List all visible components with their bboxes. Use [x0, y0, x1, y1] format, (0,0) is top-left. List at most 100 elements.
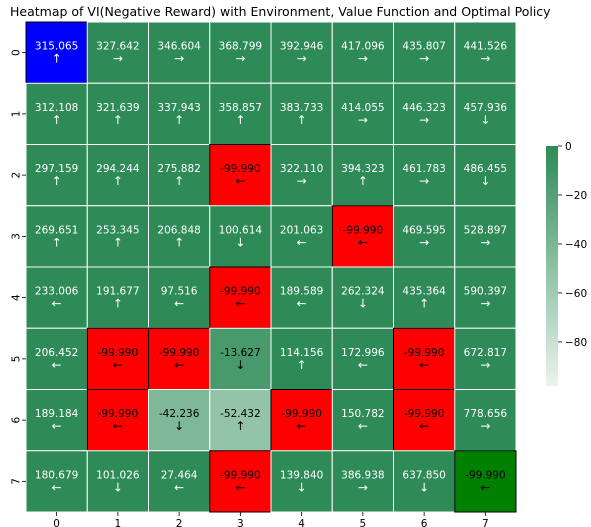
heatmap-cell-7-6 [393, 450, 456, 513]
policy-arrow: ↓ [358, 297, 368, 311]
cell-value-label: -42.236 [159, 408, 200, 420]
y-tick-label: 4 [11, 294, 23, 301]
policy-arrow: ↑ [174, 235, 184, 249]
cell-value-label: 461.783 [402, 163, 445, 175]
heatmap-cell-2-6 [393, 144, 456, 207]
heatmap-grid: 315.065↑327.642→346.604→368.799→392.946→… [25, 21, 517, 513]
colorbar-tick-label: −40 [565, 239, 587, 251]
cell-value-label: 114.156 [280, 347, 324, 359]
chart-title: Heatmap of VI(Negative Reward) with Envi… [10, 4, 551, 19]
cell-value-label: 201.063 [280, 224, 323, 236]
cell-value-label: 346.604 [157, 41, 201, 53]
y-tick-label: 7 [11, 478, 23, 485]
cell-value-label: 337.943 [157, 102, 200, 114]
cell-value-label: -99.990 [98, 408, 139, 420]
heatmap-cell-1-5 [331, 82, 394, 145]
y-tick-label: 6 [11, 416, 23, 423]
policy-arrow: ↓ [480, 113, 490, 127]
policy-arrow: ↑ [52, 52, 62, 66]
policy-arrow: → [358, 113, 368, 127]
cell-value-label: -99.990 [220, 286, 261, 298]
cell-value-label: 321.639 [96, 102, 139, 114]
policy-arrow: → [358, 480, 368, 494]
x-tick-label: 5 [360, 518, 367, 527]
heatmap-cell-1-4 [270, 82, 333, 145]
policy-arrow: ↑ [297, 358, 307, 372]
heatmap-cell-5-0 [25, 327, 88, 390]
x-tick-label: 2 [176, 518, 183, 527]
policy-arrow: ↓ [113, 480, 123, 494]
cell-value-label: 297.159 [35, 163, 78, 175]
heatmap-cell-1-1 [86, 82, 149, 145]
policy-arrow: ↑ [419, 297, 429, 311]
cell-value-label: -99.990 [220, 469, 261, 481]
policy-arrow: ↑ [113, 113, 123, 127]
y-tick-label: 0 [11, 49, 23, 56]
policy-arrow: ↑ [235, 419, 245, 433]
policy-arrow: ↑ [52, 174, 62, 188]
policy-arrow: → [419, 174, 429, 188]
policy-arrow: → [297, 52, 307, 66]
policy-arrow: ← [358, 235, 368, 249]
cell-value-label: 778.656 [464, 408, 508, 420]
cell-value-label: 180.679 [35, 469, 78, 481]
policy-arrow: ↑ [113, 235, 123, 249]
policy-arrow: ← [358, 358, 368, 372]
cell-value-label: 101.026 [96, 469, 140, 481]
heatmap-cell-4-7 [454, 266, 517, 329]
x-tick-label: 6 [421, 518, 428, 527]
cell-value-label: 315.065 [35, 41, 78, 53]
y-tick-label: 5 [11, 356, 23, 363]
colorbar-tick-label: −60 [565, 288, 587, 300]
policy-arrow: ← [297, 419, 307, 433]
heatmap-cell-5-1 [86, 327, 149, 390]
heatmap-cell-2-0 [25, 144, 88, 207]
heatmap-cell-6-0 [25, 389, 88, 452]
cell-value-label: 253.345 [96, 224, 139, 236]
heatmap-cell-4-2 [148, 266, 211, 329]
cell-value-label: 191.677 [96, 286, 139, 298]
cell-value-label: 189.589 [280, 286, 323, 298]
cell-value-label: 383.733 [280, 102, 323, 114]
cell-value-label: 327.642 [96, 41, 139, 53]
cell-value-label: 469.595 [402, 224, 445, 236]
heatmap-cell-7-2 [148, 450, 211, 513]
colorbar-tick-label: −80 [565, 337, 587, 349]
policy-arrow: ↑ [174, 113, 184, 127]
cell-value-label: 294.244 [96, 163, 140, 175]
heatmap-cell-3-2 [148, 205, 211, 268]
cell-value-label: -13.627 [220, 347, 261, 359]
policy-arrow: ↓ [480, 174, 490, 188]
policy-arrow: ↑ [52, 113, 62, 127]
colorbar-tick-label: −20 [565, 190, 587, 202]
heatmap-cell-4-6 [393, 266, 456, 329]
cell-value-label: 486.455 [464, 163, 507, 175]
heatmap-cell-0-4 [270, 21, 333, 84]
cell-value-label: 269.651 [35, 224, 78, 236]
cell-value-label: 441.526 [464, 41, 508, 53]
colorbar-gradient [546, 146, 558, 386]
heatmap-cell-5-7 [454, 327, 517, 390]
policy-arrow: ← [52, 358, 62, 372]
cell-value-label: 637.850 [402, 469, 445, 481]
cell-value-label: -52.432 [220, 408, 261, 420]
policy-arrow: ↓ [419, 480, 429, 494]
policy-arrow: ← [419, 419, 429, 433]
heatmap-cell-2-3 [209, 144, 272, 207]
cell-value-label: 435.364 [402, 286, 446, 298]
heatmap-cell-4-5 [331, 266, 394, 329]
cell-value-label: 206.848 [157, 224, 200, 236]
colorbar-tick-label: 0 [565, 141, 572, 153]
policy-arrow: ↑ [235, 113, 245, 127]
heatmap-cell-0-0 [25, 21, 88, 84]
cell-value-label: 100.614 [219, 224, 263, 236]
heatmap-cell-2-1 [86, 144, 149, 207]
policy-arrow: → [235, 52, 245, 66]
cell-value-label: 358.857 [219, 102, 262, 114]
cell-value-label: -99.990 [343, 224, 384, 236]
y-tick-label: 2 [11, 172, 23, 179]
policy-arrow: ↓ [297, 480, 307, 494]
policy-arrow: ↑ [52, 235, 62, 249]
cell-value-label: -99.990 [281, 408, 322, 420]
policy-arrow: → [113, 52, 123, 66]
